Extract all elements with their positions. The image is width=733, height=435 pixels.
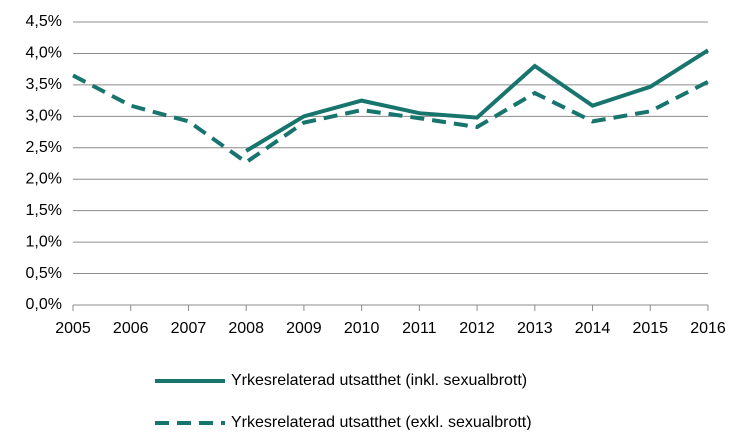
x-tick-label: 2005 [55,320,91,337]
y-tick-label: 0,5% [26,265,62,282]
x-tick-label: 2013 [517,320,553,337]
y-tick-label: 3,5% [26,76,62,93]
y-tick-label: 4,0% [26,45,62,62]
y-tick-label: 1,0% [26,233,62,250]
legend-label: Yrkesrelaterad utsatthet (exkl. sexualbr… [231,414,532,430]
y-tick-label: 2,0% [26,170,62,187]
x-tick-label: 2008 [228,320,264,337]
y-tick-label: 4,5% [26,13,62,30]
x-tick-label: 2016 [690,320,726,337]
y-tick-label: 1,5% [26,202,62,219]
y-tick-label: 3,0% [26,108,62,125]
series-line [245,48,710,153]
x-tick-label: 2014 [575,320,611,337]
x-tick-label: 2012 [459,320,495,337]
x-tick-label: 2010 [344,320,380,337]
y-tick-label: 2,5% [26,139,62,156]
x-tick-label: 2015 [632,320,668,337]
x-tick-label: 2007 [171,320,207,337]
legend-label: Yrkesrelaterad utsatthet (inkl. sexualbr… [231,372,527,389]
x-tick-label: 2006 [113,320,149,337]
x-tick-label: 2011 [402,320,437,337]
x-tick-label: 2009 [286,320,322,337]
y-tick-label: 0,0% [26,296,62,313]
series-line [72,73,709,165]
